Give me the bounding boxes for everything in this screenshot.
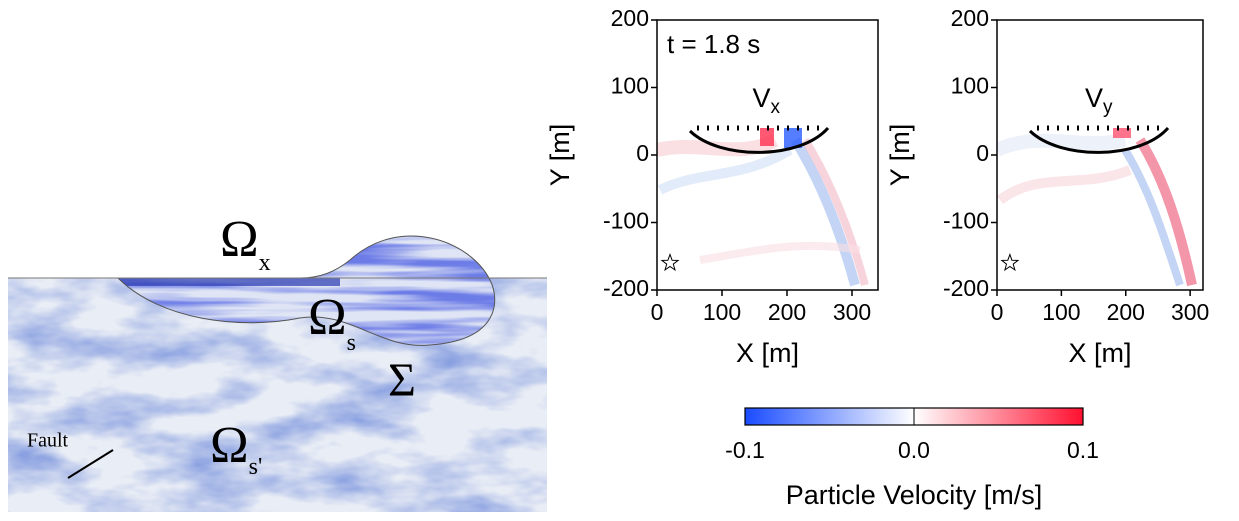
x-tick-label: 300 bbox=[1171, 299, 1209, 325]
subscript: s bbox=[347, 330, 356, 356]
subscript: x bbox=[259, 250, 271, 276]
receivers bbox=[688, 125, 1170, 154]
x-tick-label: 200 bbox=[1107, 299, 1145, 325]
domain-label: Ωx bbox=[220, 211, 271, 276]
y-tick-label: 200 bbox=[951, 5, 989, 31]
y-tick-label: 100 bbox=[611, 73, 649, 99]
source-star bbox=[1000, 253, 1020, 272]
colorbar-tick-label: -0.1 bbox=[725, 437, 765, 463]
interface-label: Σ bbox=[388, 354, 416, 407]
x-tick-label: 200 bbox=[768, 299, 806, 325]
fault-label: Fault bbox=[27, 430, 69, 452]
model-diagram: Ωx Ωs Σ Ωs' Fault bbox=[8, 211, 547, 512]
colorbar-tick-label: 0.1 bbox=[1067, 437, 1099, 463]
colorbar-label: Particle Velocity [m/s] bbox=[786, 480, 1043, 510]
symbol: Ω bbox=[220, 211, 259, 268]
x-tick-label: 0 bbox=[991, 299, 1004, 325]
subscript: s' bbox=[249, 454, 263, 480]
wavefield-vx bbox=[657, 128, 869, 287]
source-star bbox=[660, 253, 680, 272]
x-tick-label: 0 bbox=[651, 299, 664, 325]
wavefield-vy bbox=[997, 128, 1197, 287]
y-tick-label: -100 bbox=[943, 208, 989, 234]
x-tick-label: 300 bbox=[833, 299, 871, 325]
panel-title: Vy bbox=[1085, 83, 1113, 118]
x-tick-label: 100 bbox=[703, 299, 741, 325]
y-tick-label: -100 bbox=[603, 208, 649, 234]
title-subscript: y bbox=[1103, 97, 1113, 118]
title-subscript: x bbox=[771, 97, 781, 118]
time-annotation: t = 1.8 s bbox=[667, 29, 760, 59]
domain-label: Ωs' bbox=[210, 417, 262, 480]
x-tick-label: 100 bbox=[1042, 299, 1080, 325]
y-tick-label: -200 bbox=[943, 275, 989, 301]
fault-line bbox=[67, 449, 114, 479]
colorbar-tick-label: 0.0 bbox=[898, 437, 930, 463]
y-tick-label: -200 bbox=[603, 275, 649, 301]
y-tick-label: 200 bbox=[611, 5, 649, 31]
y-tick-label: 0 bbox=[636, 140, 649, 166]
title-main: V bbox=[753, 83, 771, 113]
x-axis-label: X [m] bbox=[1068, 338, 1131, 368]
domain-label: Ωs bbox=[308, 289, 356, 356]
symbol: Ω bbox=[308, 289, 347, 346]
y-axis-label: Y [m] bbox=[545, 124, 575, 187]
title-main: V bbox=[1085, 83, 1103, 113]
y-tick-label: 0 bbox=[976, 140, 989, 166]
basin-outline bbox=[116, 235, 496, 346]
panel-title: Vx bbox=[753, 83, 781, 118]
x-axis-label: X [m] bbox=[736, 338, 799, 368]
symbol: Ω bbox=[210, 417, 249, 474]
y-axis-label: Y [m] bbox=[885, 124, 915, 187]
y-tick-label: 100 bbox=[951, 73, 989, 99]
